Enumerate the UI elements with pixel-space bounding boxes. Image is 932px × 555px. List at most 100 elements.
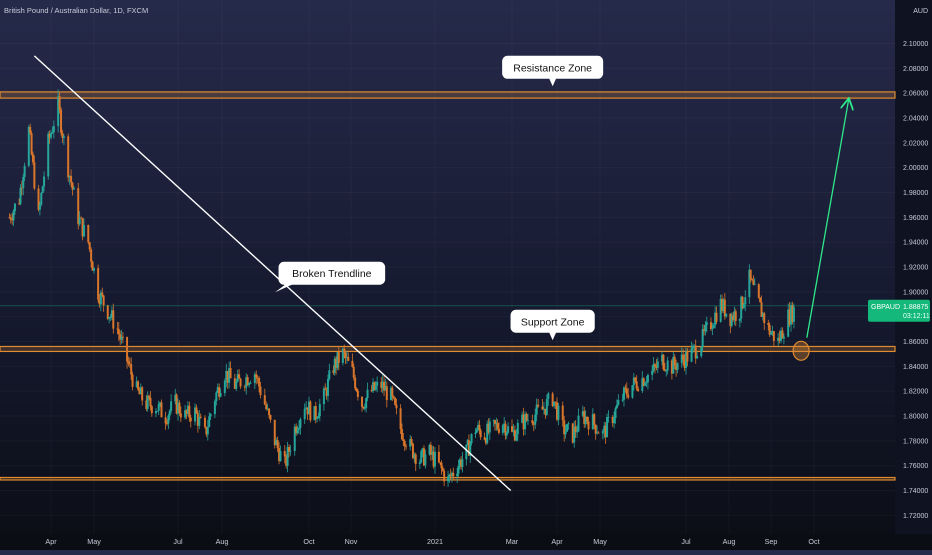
candle-body bbox=[676, 363, 679, 370]
candle-body bbox=[635, 381, 638, 389]
candle-body bbox=[424, 454, 427, 466]
candle-body bbox=[537, 404, 540, 407]
candle-body bbox=[634, 377, 637, 382]
candle-body bbox=[787, 309, 790, 337]
trendline-label-box[interactable] bbox=[278, 261, 386, 285]
candle-body bbox=[308, 401, 310, 415]
candle-body bbox=[381, 381, 384, 388]
x-tick-label: Sep bbox=[765, 537, 778, 546]
candle-body bbox=[624, 387, 627, 389]
candle-body bbox=[712, 325, 715, 328]
x-tick-label: Aug bbox=[216, 537, 229, 546]
candle-body bbox=[336, 352, 339, 368]
candle-body bbox=[521, 414, 524, 423]
y-tick-label: 2.10000 bbox=[903, 41, 928, 48]
y-tick-label: 2.02000 bbox=[903, 140, 928, 147]
projection-arrow[interactable] bbox=[806, 99, 849, 338]
candle-body bbox=[714, 312, 717, 326]
candle-body bbox=[461, 459, 464, 467]
resistance-label-group[interactable]: Resistance Zone bbox=[502, 55, 604, 87]
candle-body bbox=[420, 451, 423, 463]
candle-body bbox=[414, 454, 417, 465]
candle-body bbox=[566, 424, 569, 432]
candle-body bbox=[47, 133, 50, 177]
candle-body bbox=[186, 405, 189, 414]
candle-body bbox=[497, 428, 500, 433]
candle-body bbox=[780, 330, 783, 341]
candle-body bbox=[553, 401, 556, 406]
candle-body bbox=[704, 325, 707, 332]
current-price-badge[interactable]: GBPAUD 1.88875 03:12:11 bbox=[868, 299, 930, 322]
candle-body bbox=[11, 219, 14, 221]
candle-body bbox=[554, 401, 557, 403]
candle-body bbox=[365, 398, 368, 409]
x-tick-label: Jul bbox=[173, 537, 183, 546]
candle-body bbox=[601, 431, 604, 434]
x-tick-label: Apr bbox=[45, 537, 57, 546]
candle-body bbox=[429, 444, 432, 455]
y-tick-label: 1.86000 bbox=[903, 339, 928, 346]
candle-body bbox=[617, 399, 620, 405]
time-axis-panel[interactable] bbox=[0, 534, 932, 550]
candle-body bbox=[400, 429, 403, 440]
candle-body bbox=[583, 411, 586, 424]
candle-body bbox=[777, 337, 780, 341]
candle-body bbox=[662, 354, 665, 370]
candle-body bbox=[185, 410, 188, 414]
candle-body bbox=[652, 364, 655, 371]
candle-body bbox=[621, 399, 624, 401]
candle-body bbox=[383, 381, 386, 391]
candle-body bbox=[206, 427, 209, 435]
candle-body bbox=[771, 331, 774, 333]
candle-body bbox=[317, 416, 320, 419]
candle-body bbox=[593, 414, 596, 425]
candle-body bbox=[322, 388, 325, 405]
candle-body bbox=[418, 462, 421, 465]
candle-body bbox=[581, 411, 584, 416]
candle-body bbox=[72, 188, 75, 190]
support-label-pointer bbox=[548, 331, 557, 341]
candle-body bbox=[265, 404, 268, 409]
resistance-label-pointer bbox=[548, 77, 557, 87]
candle-body bbox=[91, 261, 94, 271]
candle-body bbox=[289, 450, 292, 452]
support-label-group[interactable]: Support Zone bbox=[510, 309, 595, 341]
candle-body bbox=[452, 472, 455, 477]
candle-body bbox=[13, 203, 16, 212]
candle-body bbox=[380, 381, 383, 388]
candle-body bbox=[188, 405, 191, 418]
candle-body bbox=[432, 451, 435, 467]
price-axis-panel[interactable] bbox=[895, 0, 932, 550]
price-badge-value: 1.88875 bbox=[903, 304, 928, 311]
broken-trendline[interactable] bbox=[33, 55, 512, 492]
candle-body bbox=[337, 352, 340, 363]
candle-body bbox=[275, 439, 278, 446]
candle-body bbox=[469, 443, 472, 456]
candle-body bbox=[67, 136, 70, 178]
support-label-text: Support Zone bbox=[521, 316, 585, 328]
resistance-label-text: Resistance Zone bbox=[513, 62, 592, 74]
candle-body bbox=[150, 406, 153, 414]
candle-body bbox=[209, 414, 212, 417]
candle-body bbox=[93, 268, 95, 271]
currency-unit: AUD bbox=[913, 8, 928, 15]
candle-body bbox=[503, 423, 506, 426]
candle-body bbox=[665, 370, 668, 372]
candle-body bbox=[216, 387, 219, 393]
candle-body bbox=[450, 472, 453, 477]
candle-body bbox=[119, 334, 122, 340]
candle-body bbox=[106, 305, 109, 319]
chart-title: British Pound / Australian Dollar, 1D, F… bbox=[4, 6, 148, 15]
candle-body bbox=[781, 330, 784, 339]
candle-body bbox=[403, 441, 406, 447]
price-badge-symbol: GBPAUD bbox=[871, 304, 900, 311]
candle-body bbox=[730, 315, 733, 326]
candle-body bbox=[296, 429, 299, 434]
trendline-label-text: Broken Trendline bbox=[292, 268, 372, 280]
candle-body bbox=[411, 443, 414, 459]
support-test-marker[interactable] bbox=[792, 340, 810, 361]
y-tick-label: 2.04000 bbox=[903, 115, 928, 122]
candle-body bbox=[740, 296, 743, 319]
trendline-label-group[interactable]: Broken Trendline bbox=[275, 261, 386, 293]
